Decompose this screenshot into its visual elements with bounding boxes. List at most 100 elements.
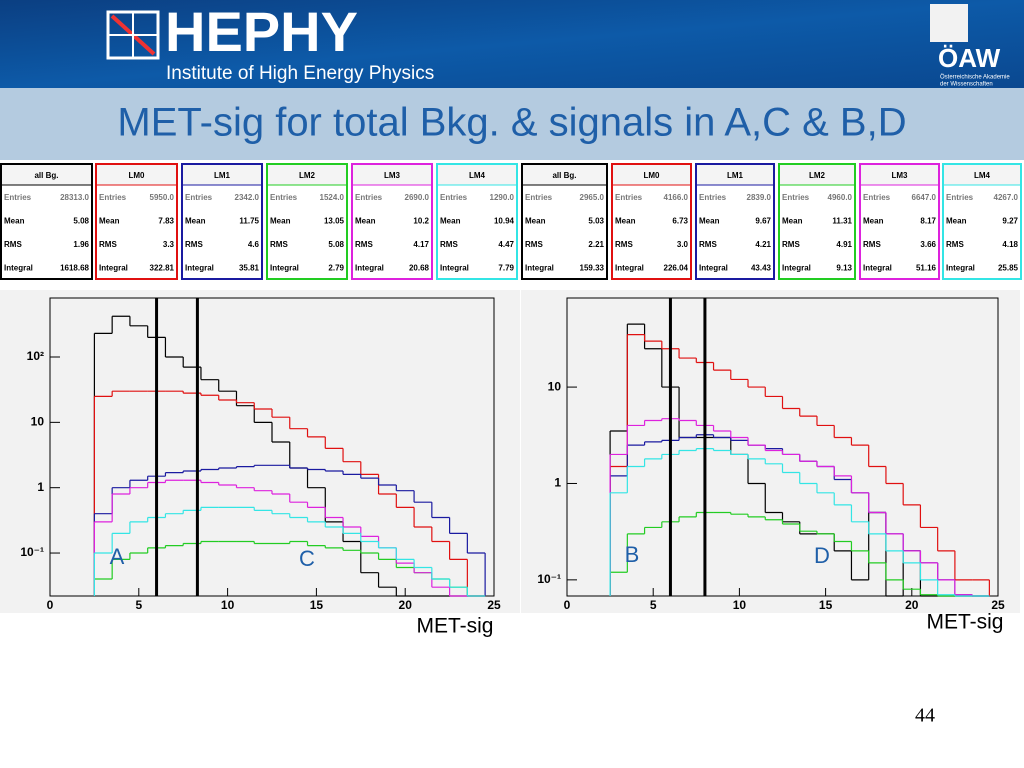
stat-value: 10.94 xyxy=(494,217,515,226)
y-tick-label: 1 xyxy=(554,476,561,490)
x-tick-label: 15 xyxy=(310,598,324,612)
stat-value: 1524.0 xyxy=(320,193,345,202)
stat-value: 3.66 xyxy=(920,240,936,249)
stat-label: Entries xyxy=(355,193,383,202)
x-tick-label: 0 xyxy=(47,598,54,612)
stat-label: Integral xyxy=(4,264,33,273)
y-tick-label: 10² xyxy=(27,349,44,363)
y-tick-label: 10 xyxy=(31,415,45,429)
stat-title: LM2 xyxy=(809,171,826,180)
stat-header xyxy=(944,165,1020,185)
stat-label: Mean xyxy=(699,217,720,226)
stat-label: RMS xyxy=(782,240,800,249)
plot-area xyxy=(566,297,999,597)
y-tick-label: 10 xyxy=(548,379,562,393)
stat-label: Integral xyxy=(946,264,975,273)
plot-area xyxy=(49,297,495,597)
stat-value: 4.91 xyxy=(836,240,852,249)
stat-label: RMS xyxy=(440,240,458,249)
stat-label: Integral xyxy=(355,264,384,273)
stat-value: 159.33 xyxy=(580,264,605,273)
stat-label: Entries xyxy=(863,193,891,202)
stat-value: 5.08 xyxy=(328,240,344,249)
stat-header xyxy=(861,165,938,185)
stat-title: LM1 xyxy=(214,171,231,180)
stat-title: LM3 xyxy=(892,171,909,180)
stat-title: LM0 xyxy=(129,171,146,180)
x-tick-label: 15 xyxy=(819,598,833,612)
stat-title: LM2 xyxy=(299,171,316,180)
stat-value: 9.13 xyxy=(836,264,852,273)
stat-value: 4267.0 xyxy=(994,193,1019,202)
logo-text: HEPHY xyxy=(165,0,358,63)
stat-value: 8.17 xyxy=(920,217,936,226)
stat-value: 4.6 xyxy=(248,240,260,249)
stat-value: 9.67 xyxy=(755,217,771,226)
stat-header xyxy=(780,165,854,185)
stat-value: 6647.0 xyxy=(912,193,937,202)
stat-label: Mean xyxy=(440,217,461,226)
x-axis-label: MET-sig xyxy=(416,615,493,638)
stat-label: Entries xyxy=(4,193,32,202)
stat-value: 2690.0 xyxy=(405,193,430,202)
stat-value: 20.68 xyxy=(409,264,430,273)
stat-title: LM4 xyxy=(469,171,486,180)
stat-value: 226.04 xyxy=(664,264,689,273)
x-axis-label: MET-sig xyxy=(926,611,1003,634)
stat-label: RMS xyxy=(615,240,633,249)
stat-value: 3.0 xyxy=(677,240,689,249)
stat-header xyxy=(697,165,773,185)
stat-label: Entries xyxy=(99,193,127,202)
stat-header xyxy=(353,165,431,185)
stat-value: 4166.0 xyxy=(664,193,689,202)
stat-title: LM4 xyxy=(974,171,991,180)
stat-title: LM0 xyxy=(644,171,661,180)
stat-value: 4.47 xyxy=(498,240,514,249)
stat-label: Mean xyxy=(615,217,636,226)
stat-value: 1.96 xyxy=(73,240,89,249)
slide-title: MET-sig for total Bkg. & signals in A,C … xyxy=(117,101,906,145)
stat-value: 25.85 xyxy=(998,264,1019,273)
stat-header xyxy=(183,165,261,185)
stat-label: Mean xyxy=(782,217,803,226)
stat-value: 28313.0 xyxy=(60,193,89,202)
stat-label: Mean xyxy=(946,217,967,226)
stat-value: 2965.0 xyxy=(580,193,605,202)
stat-value: 3.3 xyxy=(163,240,175,249)
stat-label: Integral xyxy=(185,264,214,273)
region-label: A xyxy=(110,544,125,569)
stat-label: Integral xyxy=(440,264,469,273)
stat-value: 11.75 xyxy=(239,217,259,226)
stat-label: Entries xyxy=(185,193,213,202)
stat-value: 1290.0 xyxy=(490,193,515,202)
stat-header xyxy=(523,165,606,185)
stat-header xyxy=(613,165,690,185)
stat-value: 4960.0 xyxy=(828,193,853,202)
logo-subtitle: Institute of High Energy Physics xyxy=(166,63,434,84)
stat-label: Mean xyxy=(355,217,376,226)
stat-label: Integral xyxy=(863,264,892,273)
stat-value: 5950.0 xyxy=(150,193,175,202)
stat-label: Entries xyxy=(615,193,643,202)
stat-value: 2.79 xyxy=(328,264,344,273)
stat-value: 2839.0 xyxy=(747,193,772,202)
x-tick-label: 20 xyxy=(905,598,919,612)
header-band xyxy=(0,0,1024,88)
oaw-text: ÖAW xyxy=(938,43,1001,73)
stat-value: 35.81 xyxy=(239,264,260,273)
stat-label: RMS xyxy=(355,240,373,249)
stat-label: Integral xyxy=(699,264,728,273)
stat-value: 6.73 xyxy=(672,217,688,226)
oaw-subtitle: der Wissenschaften xyxy=(940,82,993,88)
stat-label: Entries xyxy=(270,193,298,202)
stat-value: 7.83 xyxy=(158,217,174,226)
region-label: B xyxy=(625,542,640,567)
stat-value: 10.2 xyxy=(413,217,429,226)
x-tick-label: 25 xyxy=(991,598,1005,612)
x-tick-label: 0 xyxy=(564,598,571,612)
stat-value: 43.43 xyxy=(751,264,772,273)
stat-header xyxy=(2,165,91,185)
stat-header xyxy=(268,165,346,185)
